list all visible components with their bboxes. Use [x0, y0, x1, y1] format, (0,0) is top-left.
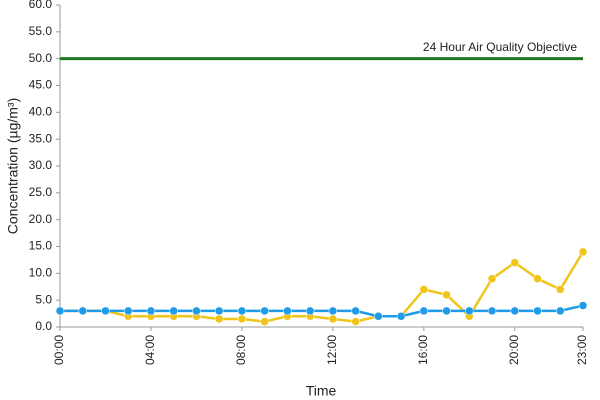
- data-point: [146, 306, 156, 316]
- y-tick-label: 15.0: [29, 239, 53, 253]
- data-point: [533, 274, 542, 283]
- y-axis-label: Concentration (µg/m³): [5, 98, 21, 234]
- data-point: [442, 290, 451, 300]
- data-point: [328, 306, 338, 316]
- data-point: [351, 306, 360, 316]
- objective-label: 24 Hour Air Quality Objective: [423, 40, 577, 54]
- y-tick-label: 10.0: [29, 266, 53, 280]
- data-point: [101, 306, 110, 316]
- y-tick-label: 40.0: [29, 105, 53, 119]
- data-point: [487, 306, 497, 316]
- data-point: [578, 247, 588, 257]
- y-tick-label: 25.0: [29, 185, 53, 199]
- data-point: [192, 306, 201, 316]
- x-tick-label: 08:00: [234, 335, 248, 365]
- data-point: [214, 314, 224, 324]
- data-point: [169, 306, 178, 316]
- data-point: [374, 312, 383, 321]
- x-tick-label: 00:00: [52, 335, 66, 365]
- x-tick-label: 16:00: [416, 335, 430, 365]
- y-tick-label: 60.0: [29, 0, 53, 11]
- y-tick-label: 5.0: [35, 292, 52, 306]
- data-point: [487, 274, 497, 283]
- data-point: [260, 306, 269, 316]
- data-point: [419, 306, 429, 316]
- y-tick-label: 0.0: [35, 319, 52, 333]
- y-tick-label: 45.0: [29, 78, 53, 92]
- y-tick-label: 55.0: [29, 24, 53, 38]
- data-point: [78, 306, 87, 316]
- data-point: [510, 258, 520, 267]
- data-point: [123, 306, 133, 316]
- y-tick-label: 20.0: [29, 212, 53, 226]
- data-point: [578, 301, 588, 310]
- series-line: [60, 304, 584, 318]
- x-tick-label: 12:00: [325, 335, 339, 365]
- x-tick-label: 23:00: [575, 335, 589, 365]
- data-point: [419, 285, 429, 294]
- data-point: [237, 306, 247, 316]
- data-point: [328, 314, 338, 324]
- y-tick-label: 30.0: [29, 158, 53, 172]
- y-tick-label: 50.0: [29, 51, 53, 65]
- data-point: [351, 317, 360, 326]
- data-point: [283, 306, 292, 316]
- data-point: [214, 306, 224, 316]
- x-tick-label: 04:00: [143, 335, 157, 365]
- data-point: [396, 312, 406, 321]
- x-tick-label: 20:00: [507, 335, 521, 365]
- data-point: [465, 306, 474, 316]
- y-tick-label: 35.0: [29, 131, 53, 145]
- data-point: [260, 317, 269, 326]
- x-axis-label: Time: [306, 383, 337, 399]
- data-point: [55, 306, 65, 316]
- data-point: [533, 306, 542, 316]
- data-point: [556, 285, 565, 294]
- data-point: [510, 306, 520, 316]
- data-point: [556, 306, 565, 316]
- data-point: [442, 306, 451, 316]
- data-point: [305, 306, 315, 316]
- data-point: [237, 314, 247, 324]
